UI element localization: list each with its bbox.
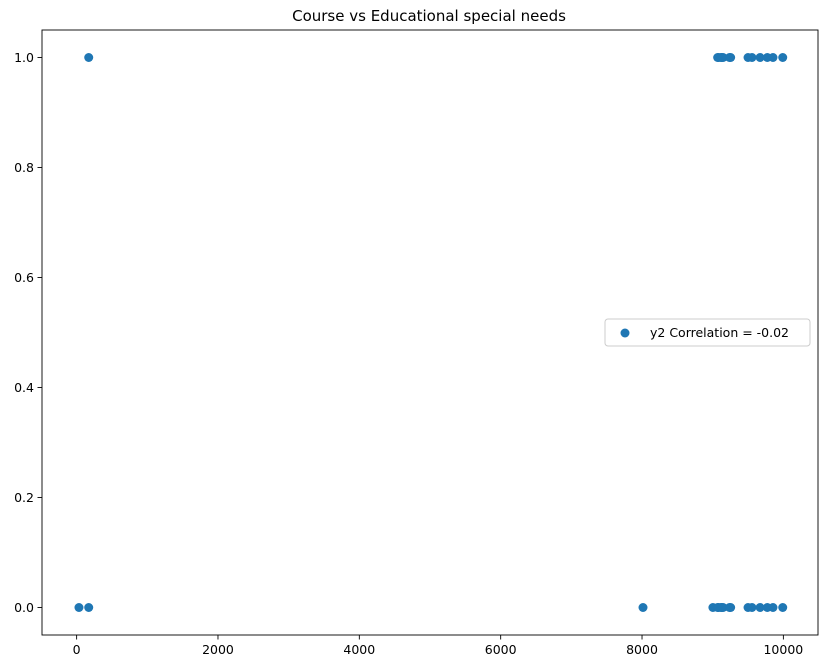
legend-box bbox=[604, 318, 811, 347]
y-tick-label: 0.6 bbox=[14, 270, 34, 285]
legend: y2 Correlation = -0.02 bbox=[604, 318, 811, 347]
x-axis: 0 2000 4000 6000 8000 10000 bbox=[73, 635, 803, 657]
scatter-point bbox=[718, 603, 728, 612]
scatter-point bbox=[84, 53, 94, 62]
y-tick-label: 0.8 bbox=[14, 160, 34, 175]
scatter-point bbox=[778, 53, 788, 62]
scatter-point bbox=[726, 603, 736, 612]
y-tick-label: 0.0 bbox=[14, 600, 34, 615]
scatter-point bbox=[755, 603, 765, 612]
y-tick-label: 0.2 bbox=[14, 490, 34, 505]
legend-marker bbox=[620, 328, 630, 338]
x-tick-label: 4000 bbox=[343, 642, 375, 657]
scatter-point bbox=[768, 603, 778, 612]
scatter-point bbox=[726, 53, 736, 62]
legend-label: y2 Correlation = -0.02 bbox=[650, 325, 789, 340]
x-tick-label: 6000 bbox=[485, 642, 517, 657]
scatter-point bbox=[755, 53, 765, 62]
plot-area-frame bbox=[41, 29, 819, 636]
y-tick-label: 0.4 bbox=[14, 380, 34, 395]
x-tick-label: 2000 bbox=[202, 642, 234, 657]
x-tick-label: 8000 bbox=[626, 642, 658, 657]
x-tick-label: 10000 bbox=[763, 642, 803, 657]
scatter-point bbox=[747, 53, 757, 62]
chart-title: Course vs Educational special needs bbox=[292, 7, 566, 25]
scatter-point bbox=[768, 53, 778, 62]
x-tick-label: 0 bbox=[73, 642, 81, 657]
y-axis: 0.0 0.2 0.4 0.6 0.8 1.0 bbox=[14, 50, 42, 615]
scatter-point bbox=[638, 603, 648, 612]
scatter-point bbox=[84, 603, 94, 612]
scatter-point bbox=[747, 603, 757, 612]
scatter-point bbox=[74, 603, 84, 612]
scatter-points bbox=[74, 53, 788, 612]
scatter-point bbox=[778, 603, 788, 612]
y-tick-label: 1.0 bbox=[14, 50, 34, 65]
scatter-point bbox=[718, 53, 728, 62]
